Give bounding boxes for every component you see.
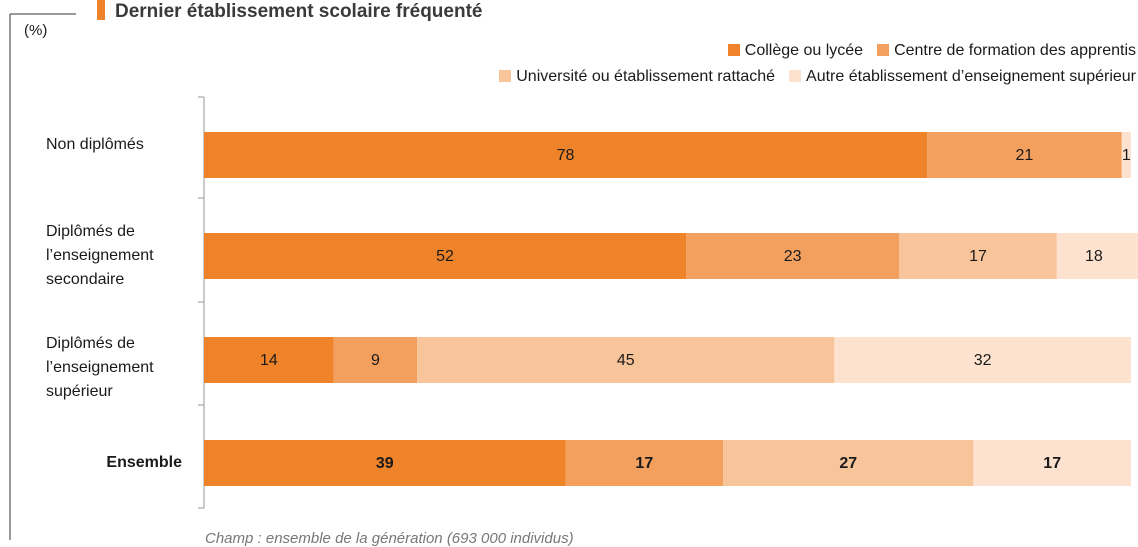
value-label: 32: [974, 352, 992, 369]
legend-label: Collège ou lycée: [744, 42, 864, 59]
bar-segment: [723, 440, 974, 486]
bar-segment: [204, 440, 566, 486]
legend-swatch: [727, 44, 740, 56]
category-label: Diplômés de l’enseignement supérieur: [46, 335, 154, 400]
bar-segment: [333, 337, 418, 383]
bar-segment: [1056, 233, 1138, 279]
bar-segment: [899, 233, 1057, 279]
value-label: 17: [635, 455, 653, 472]
legend-swatch: [789, 70, 802, 82]
value-label: 18: [1085, 248, 1103, 265]
legend-label: Centre de formation des apprentis: [894, 42, 1136, 59]
legend-row: Université ou établissement rattaché Autr…: [499, 68, 1136, 86]
value-label: 23: [784, 248, 802, 265]
value-label: 14: [260, 352, 278, 369]
legend-row: Collège ou lycée Centre de formation des …: [727, 42, 1136, 60]
bar-segment: [1121, 132, 1131, 178]
legend-swatch: [499, 70, 512, 82]
legend-item: Université ou établissement rattaché: [499, 68, 775, 86]
unit-label: (%): [24, 22, 48, 39]
legend-item: Centre de formation des apprentis: [877, 42, 1136, 60]
value-label: 17: [1043, 455, 1061, 472]
value-label: 1: [1122, 147, 1131, 164]
legend-item: Autre établissement d’enseignement supér…: [789, 68, 1136, 86]
value-label: 17: [969, 248, 987, 265]
legend-label: Université ou établissement rattaché: [516, 68, 776, 85]
category-label: Ensemble: [106, 454, 182, 471]
value-label: 27: [839, 455, 857, 472]
bar-segment: [686, 233, 900, 279]
legend-swatch: [877, 44, 890, 56]
bar-segment: [204, 337, 334, 383]
value-label: 21: [1015, 147, 1033, 164]
chart-title: Dernier établissement scolaire fréquenté: [97, 0, 482, 23]
bar-segment: [973, 440, 1131, 486]
legend-label: Autre établissement d’enseignement supér…: [806, 68, 1136, 85]
bar-segment: [927, 132, 1122, 178]
bar-segment: [834, 337, 1131, 383]
value-label: 78: [557, 147, 575, 164]
category-axis: [198, 96, 205, 509]
value-label: 39: [376, 455, 394, 472]
bar-segment: [204, 132, 928, 178]
value-label: 52: [436, 248, 454, 265]
category-label: Diplômés de l’enseignement secondaire: [46, 223, 154, 288]
title-marker: [97, 0, 105, 20]
note: Champ : ensemble de la génération (693 0…: [205, 530, 574, 547]
value-label: 45: [617, 352, 635, 369]
value-label: 9: [371, 352, 380, 369]
title-text: Dernier établissement scolaire fréquenté: [115, 1, 483, 22]
bar-segment: [417, 337, 835, 383]
bars: 78 21 1 52 23 17 18 14 9 45 32 39 17 27 17: [204, 132, 1138, 486]
legend-item: Collège ou lycée: [727, 42, 864, 60]
bar-segment: [565, 440, 724, 486]
category-label: Non diplômés: [46, 136, 144, 153]
bar-segment: [204, 233, 687, 279]
